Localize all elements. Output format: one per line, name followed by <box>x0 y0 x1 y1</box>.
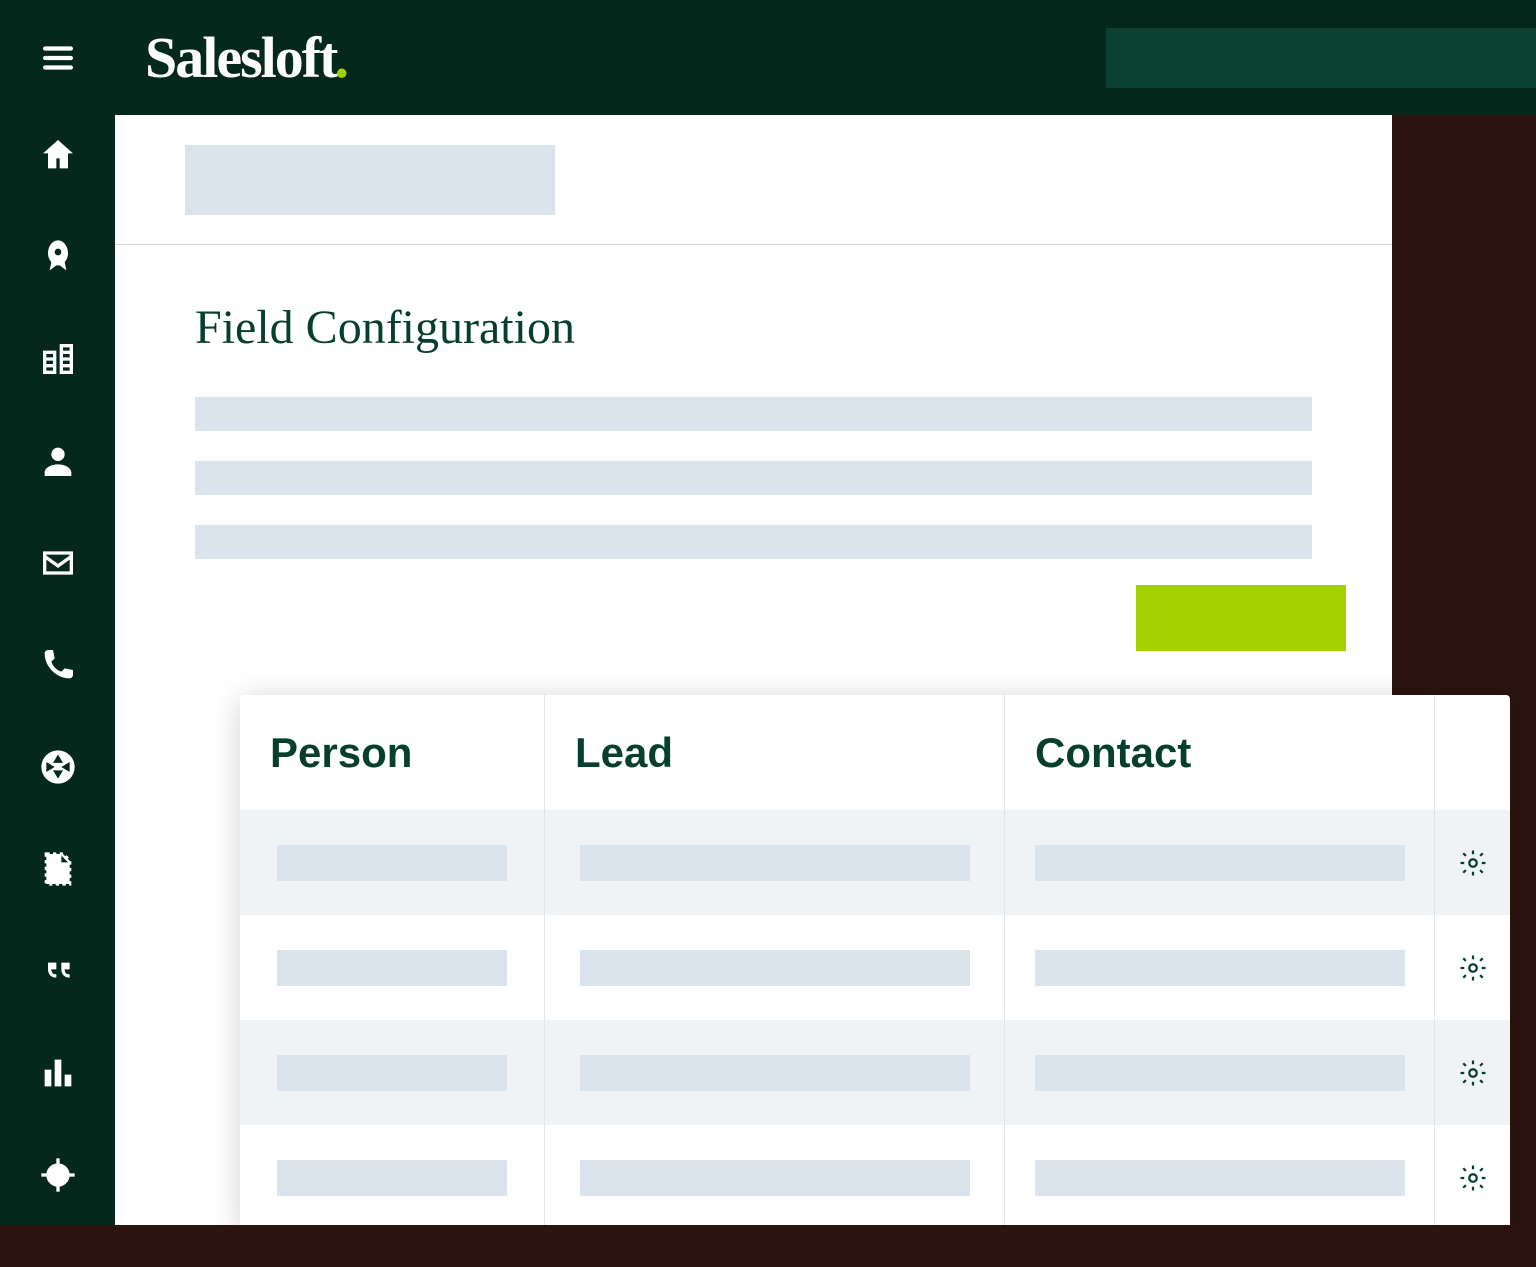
row-settings[interactable] <box>1435 915 1510 1020</box>
bar-chart-icon <box>38 1053 78 1093</box>
brand-logo: Salesloft. <box>145 24 347 91</box>
col-title-contact: Contact <box>1035 729 1191 777</box>
cell-lead <box>545 1125 1005 1230</box>
nav-calls[interactable] <box>36 643 80 687</box>
home-icon <box>38 135 78 175</box>
nav-people[interactable] <box>36 439 80 483</box>
cell-lead <box>545 810 1005 915</box>
cell-contact <box>1005 1125 1435 1230</box>
description-line-2 <box>195 461 1312 495</box>
panel-header <box>115 115 1392 245</box>
gear-icon <box>1458 953 1488 983</box>
card-rows <box>240 810 1510 1230</box>
menu-toggle[interactable] <box>0 0 115 115</box>
cell-skeleton <box>1035 950 1405 986</box>
cell-contact <box>1005 810 1435 915</box>
mapping-row <box>240 1020 1510 1125</box>
nav-launch[interactable] <box>36 235 80 279</box>
cell-person <box>240 1125 545 1230</box>
cell-skeleton <box>277 1055 507 1091</box>
breadcrumb-skeleton <box>185 145 555 215</box>
field-mapping-card: Person Lead Contact <box>240 695 1510 1230</box>
nav-home[interactable] <box>36 133 80 177</box>
nav-accounts[interactable] <box>36 337 80 381</box>
gear-icon <box>1458 1058 1488 1088</box>
note-icon <box>38 849 78 889</box>
gear-icon <box>1458 1163 1488 1193</box>
cell-person <box>240 915 545 1020</box>
primary-action-button[interactable] <box>1136 585 1346 651</box>
col-header-actions <box>1435 695 1510 810</box>
crosshair-icon <box>38 1155 78 1195</box>
rocket-icon <box>38 237 78 277</box>
nav-target[interactable] <box>36 1153 80 1197</box>
cell-skeleton <box>580 1055 970 1091</box>
aperture-icon <box>38 747 78 787</box>
col-header-lead: Lead <box>545 695 1005 810</box>
mapping-row <box>240 1125 1510 1230</box>
cell-skeleton <box>277 845 507 881</box>
quote-icon <box>38 951 78 991</box>
cell-person <box>240 810 545 915</box>
cell-skeleton <box>580 845 970 881</box>
col-header-contact: Contact <box>1005 695 1435 810</box>
brand-dot-icon: . <box>334 24 347 91</box>
nav-notes[interactable] <box>36 847 80 891</box>
row-settings[interactable] <box>1435 1125 1510 1230</box>
nav-quotes[interactable] <box>36 949 80 993</box>
cell-contact <box>1005 915 1435 1020</box>
col-header-person: Person <box>240 695 545 810</box>
bottom-margin <box>0 1225 1536 1267</box>
envelope-icon <box>38 543 78 583</box>
description-line-1 <box>195 397 1312 431</box>
section: Field Configuration <box>115 245 1392 559</box>
mapping-row <box>240 915 1510 1020</box>
col-title-person: Person <box>270 729 412 777</box>
cell-skeleton <box>277 1160 507 1196</box>
col-title-lead: Lead <box>575 729 673 777</box>
cell-skeleton <box>277 950 507 986</box>
cell-person <box>240 1020 545 1125</box>
brand-name: Salesloft <box>145 24 336 91</box>
mapping-row <box>240 810 1510 915</box>
phone-icon <box>38 645 78 685</box>
cell-skeleton <box>1035 1160 1405 1196</box>
person-icon <box>38 441 78 481</box>
cell-skeleton <box>580 1160 970 1196</box>
cell-lead <box>545 1020 1005 1125</box>
section-title: Field Configuration <box>195 300 1312 355</box>
gear-icon <box>1458 848 1488 878</box>
side-nav <box>0 115 115 1267</box>
cell-skeleton <box>580 950 970 986</box>
topbar-search-placeholder[interactable] <box>1106 28 1536 88</box>
cell-skeleton <box>1035 845 1405 881</box>
hamburger-icon <box>38 38 78 78</box>
cell-skeleton <box>1035 1055 1405 1091</box>
cell-lead <box>545 915 1005 1020</box>
nav-email[interactable] <box>36 541 80 585</box>
cell-contact <box>1005 1020 1435 1125</box>
card-header: Person Lead Contact <box>240 695 1510 810</box>
description-line-3 <box>195 525 1312 559</box>
buildings-icon <box>38 339 78 379</box>
nav-capture[interactable] <box>36 745 80 789</box>
row-settings[interactable] <box>1435 1020 1510 1125</box>
nav-analytics[interactable] <box>36 1051 80 1095</box>
top-bar: Salesloft. <box>0 0 1536 115</box>
row-settings[interactable] <box>1435 810 1510 915</box>
